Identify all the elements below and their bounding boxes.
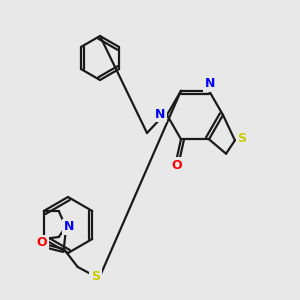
Text: S: S [91,271,100,284]
Text: O: O [172,159,182,172]
Text: N: N [155,107,165,121]
Text: N: N [64,220,74,233]
Text: S: S [237,132,246,145]
Text: N: N [205,77,215,90]
Text: O: O [36,236,47,250]
